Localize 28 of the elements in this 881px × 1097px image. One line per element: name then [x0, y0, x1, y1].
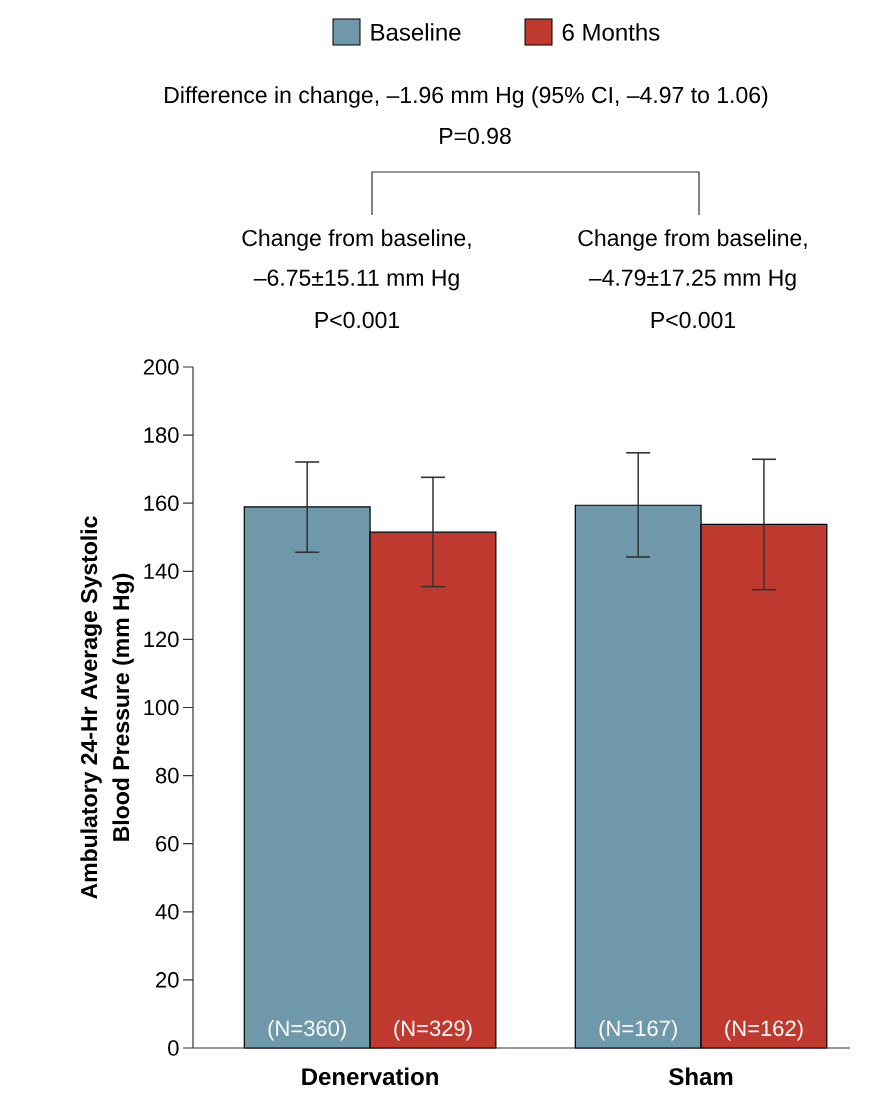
- text: Difference in change, –1.96 mm Hg (95% CI, –4.97 to 1.06): [165, 86, 768, 108]
- text: P=0.98: [440, 127, 511, 145]
- text: –4.79±17.25 mm Hg: [588, 269, 796, 291]
- text: Change from baseline,: [242, 229, 471, 251]
- text: Change from baseline,: [578, 229, 807, 251]
- y-tick-label: 160: [144, 495, 179, 511]
- annotation: (N=360): [268, 1019, 346, 1041]
- annotation: (N=167): [599, 1019, 677, 1041]
- y-tick-label: 60: [156, 835, 179, 852]
- x-tick-label: Sham: [669, 1067, 733, 1086]
- text: P<0.001: [315, 311, 400, 329]
- y-axis-title: Ambulatory 24-Hr Average Systolic Blood Pressure (mm Hg): [80, 516, 134, 899]
- y-tick-label: 140: [144, 563, 179, 580]
- text: –6.75±15.11 mm Hg: [253, 269, 459, 291]
- y-tick-label: 20: [156, 972, 179, 988]
- y-tick-label: 0: [168, 1040, 179, 1056]
- legend-label: Baseline: [371, 23, 461, 41]
- y-tick-label: 40: [155, 904, 179, 920]
- x-tick-label: Denervation: [302, 1067, 438, 1086]
- legend-label: 6 Months: [562, 23, 660, 41]
- y-tick-label: 120: [144, 631, 179, 648]
- annotation: (N=329): [394, 1019, 472, 1041]
- y-tick-label: 200: [143, 359, 179, 375]
- annotation: (N=162): [725, 1019, 803, 1041]
- text: P<0.001: [651, 311, 736, 329]
- y-tick-label: 180: [144, 427, 179, 443]
- y-tick-label: 80: [155, 767, 179, 784]
- y-tick-label: 100: [144, 699, 179, 716]
